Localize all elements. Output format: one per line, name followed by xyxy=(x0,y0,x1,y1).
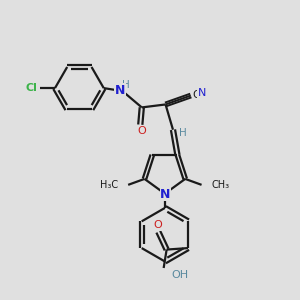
Text: H: H xyxy=(122,80,130,90)
Text: N: N xyxy=(198,88,206,98)
Text: H₃C: H₃C xyxy=(100,180,118,190)
Text: O: O xyxy=(137,126,146,136)
Text: OH: OH xyxy=(172,269,189,280)
Text: N: N xyxy=(160,188,171,201)
Text: C: C xyxy=(193,90,200,100)
Text: O: O xyxy=(153,220,162,230)
Text: N: N xyxy=(115,84,125,97)
Text: Cl: Cl xyxy=(25,83,37,93)
Text: H: H xyxy=(178,128,186,138)
Text: CH₃: CH₃ xyxy=(212,180,230,190)
